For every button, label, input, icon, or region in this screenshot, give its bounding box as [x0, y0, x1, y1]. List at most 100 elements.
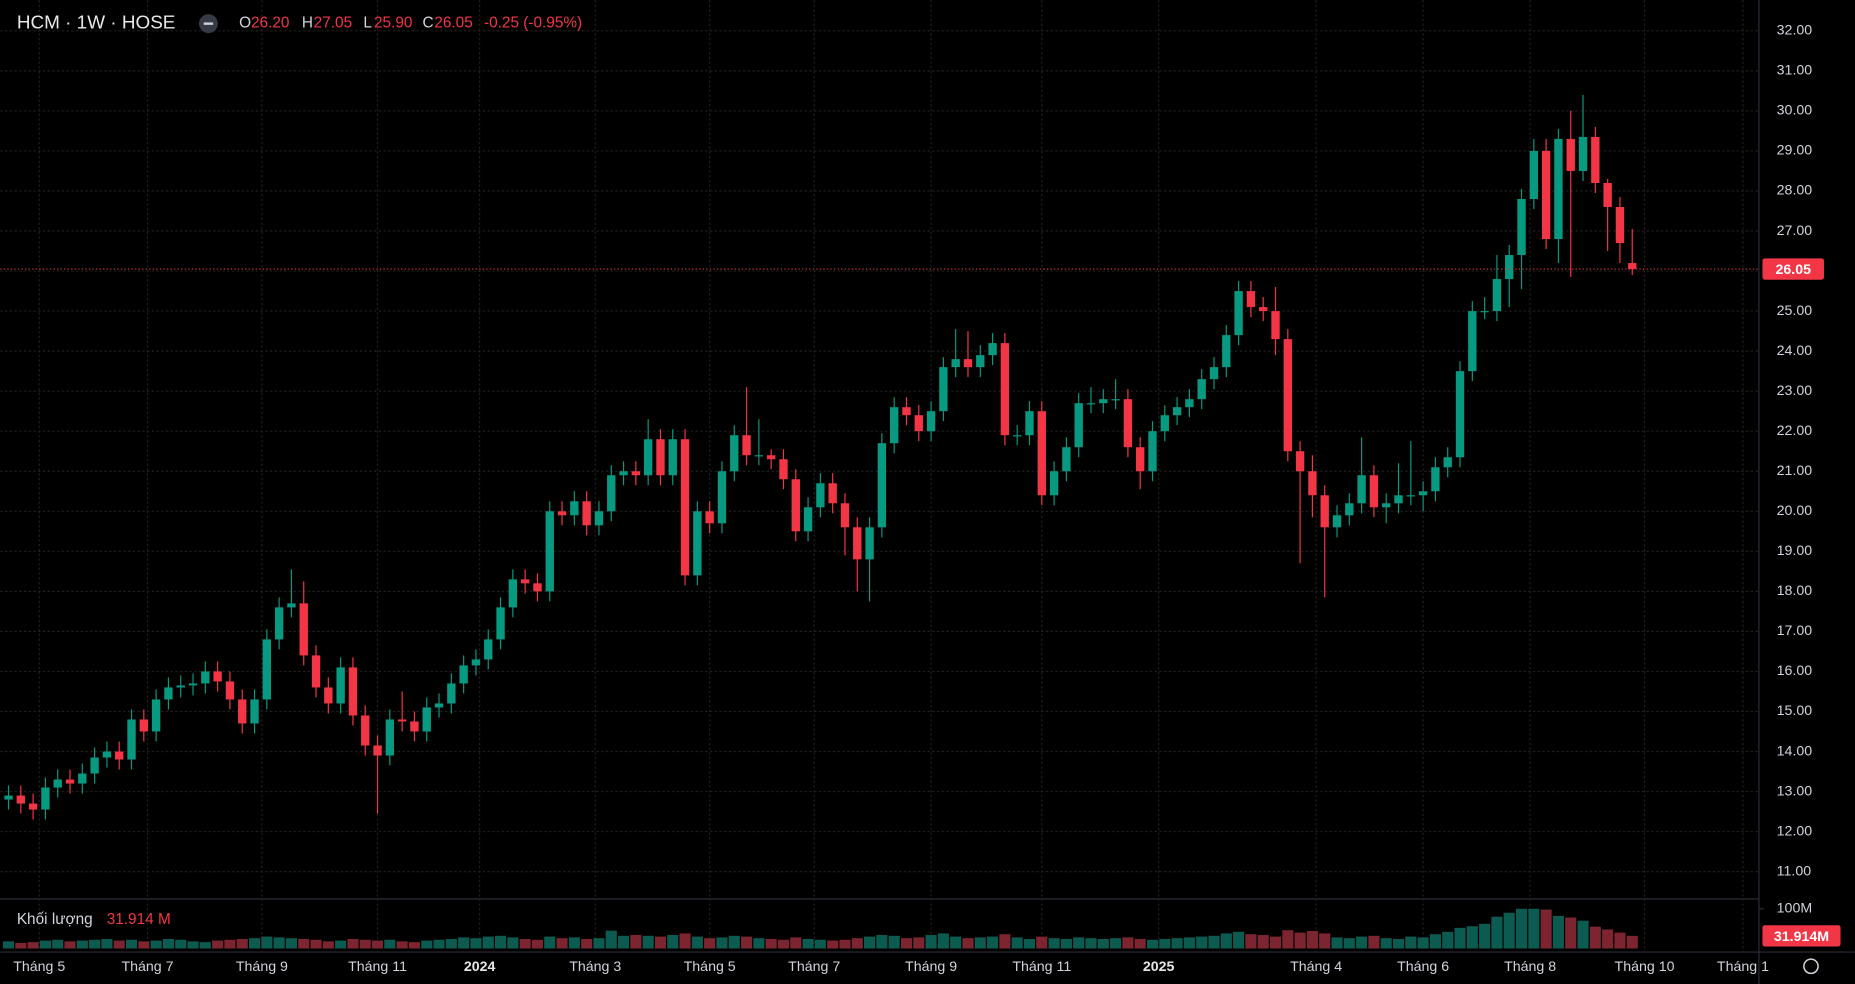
- volume-bar: [1196, 936, 1208, 949]
- candle-body: [262, 639, 272, 700]
- grid: [0, 0, 1764, 953]
- x-tick-label: Tháng 11: [1012, 959, 1071, 975]
- candle-body: [1455, 371, 1465, 458]
- volume-bar: [212, 940, 224, 949]
- candle-body: [926, 411, 936, 432]
- candle-body: [1443, 457, 1452, 468]
- candle-body: [1554, 138, 1563, 240]
- candle-body: [1259, 307, 1268, 312]
- candle-body: [385, 719, 395, 756]
- volume-bar: [39, 940, 51, 949]
- volume-bar: [359, 939, 371, 949]
- candle-body: [1234, 291, 1243, 336]
- volume-bar: [667, 935, 679, 949]
- volume-bar: [482, 936, 494, 949]
- settings-button[interactable]: [1803, 958, 1819, 975]
- candle-body: [1566, 138, 1575, 171]
- volume-bar: [1331, 937, 1343, 949]
- candle-body: [582, 501, 591, 526]
- candle-body: [520, 579, 530, 584]
- volume-bar: [445, 938, 457, 949]
- candle-body: [1357, 475, 1366, 504]
- y-tick-label: 28.00: [1777, 183, 1813, 199]
- candle-body: [914, 415, 923, 432]
- volume-bar: [261, 936, 273, 949]
- candle-body: [1628, 263, 1637, 270]
- volume-bar: [1220, 933, 1232, 949]
- candle-body: [1578, 136, 1588, 171]
- x-tick-label: 2025: [1143, 959, 1175, 975]
- candle-body: [1086, 403, 1096, 405]
- candle-body: [533, 583, 542, 592]
- volume-bar: [1565, 917, 1577, 949]
- candle-body: [1295, 451, 1305, 472]
- volume-bar: [408, 942, 421, 949]
- candle-body: [902, 407, 911, 416]
- volume-bar: [1306, 931, 1318, 949]
- volume-bar: [864, 936, 876, 949]
- volume-bar: [52, 939, 64, 949]
- x-tick-label: 2024: [464, 959, 496, 975]
- x-tick-label: Tháng 7: [121, 959, 173, 975]
- x-tick-label: Tháng 9: [905, 959, 957, 975]
- volume-bar: [728, 935, 740, 949]
- volume-bar: [335, 940, 347, 949]
- candle-body: [693, 511, 702, 576]
- volume-bar: [224, 939, 236, 949]
- candle-body: [1025, 411, 1034, 436]
- volume-bar: [1159, 938, 1171, 949]
- candle-body: [447, 683, 456, 704]
- x-tick-label: Tháng 11: [348, 959, 407, 975]
- candle-body: [1480, 311, 1489, 313]
- y-tick-label: 15.00: [1777, 703, 1813, 719]
- y-tick-label: 31.00: [1777, 63, 1813, 79]
- candle-body: [434, 703, 444, 708]
- candle-body: [1037, 411, 1046, 496]
- x-tick-label: Tháng 10: [1615, 959, 1675, 975]
- candle-body: [348, 667, 358, 716]
- candle-body: [1222, 335, 1231, 368]
- volume-bar: [1503, 912, 1515, 949]
- volume-bar: [1405, 936, 1417, 949]
- candle-body: [1013, 435, 1022, 437]
- candle-body: [594, 511, 604, 526]
- y-tick-label: 20.00: [1777, 503, 1813, 519]
- y-tick-label: 27.00: [1777, 223, 1813, 239]
- volume-bar: [617, 935, 630, 949]
- candle-body: [1505, 255, 1514, 280]
- candle-body: [16, 795, 25, 804]
- candle-body: [1062, 447, 1071, 472]
- y-tick-label: 11.00: [1777, 863, 1812, 879]
- candle-body: [1160, 415, 1169, 432]
- volume-bar: [273, 937, 285, 949]
- candle-body: [766, 455, 776, 460]
- volume-bar: [1245, 934, 1257, 949]
- candle-body: [1382, 503, 1391, 508]
- candle-body: [705, 511, 714, 524]
- candle-body: [779, 459, 788, 480]
- volume-bar: [433, 939, 445, 949]
- volume-bar: [470, 938, 482, 949]
- volume-bar: [1454, 927, 1466, 949]
- volume-bar: [987, 936, 999, 949]
- candle-body: [828, 483, 837, 504]
- volume-bar: [2, 941, 15, 949]
- candle-body: [668, 439, 677, 476]
- volume-bar: [1392, 938, 1405, 949]
- volume-bar: [593, 938, 605, 949]
- candle-body: [570, 501, 579, 516]
- volume-bar: [76, 940, 88, 949]
- volume-bar: [925, 935, 937, 949]
- volume-bar: [544, 936, 556, 949]
- candle-body: [840, 503, 850, 528]
- volume-bar: [298, 938, 310, 949]
- candle-body: [484, 639, 493, 660]
- volume-bar: [175, 939, 187, 949]
- candle-body: [188, 683, 198, 686]
- candle-body: [1271, 311, 1280, 340]
- candle-body: [287, 603, 296, 608]
- candle-body: [1283, 339, 1292, 452]
- candle-body: [1049, 471, 1059, 496]
